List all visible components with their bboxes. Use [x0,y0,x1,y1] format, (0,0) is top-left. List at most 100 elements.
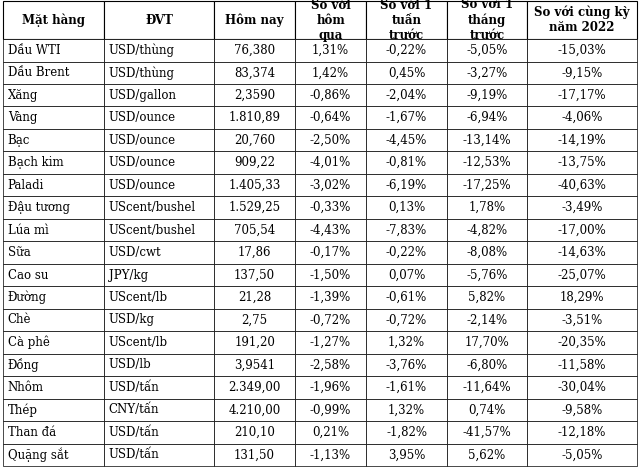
Bar [3,309,104,331]
Text: -5,05%: -5,05% [466,44,508,57]
Text: Bạch kim: Bạch kim [8,156,63,169]
Bar [104,444,214,466]
Text: 3,95%: 3,95% [388,448,425,461]
Bar [366,62,447,84]
Bar [366,219,447,241]
Bar [3,241,104,264]
Bar [104,197,214,219]
Text: 3,9541: 3,9541 [234,359,275,371]
Text: -1,50%: -1,50% [310,269,351,282]
Bar [104,129,214,151]
Text: CNY/tấn: CNY/tấn [109,403,159,417]
Text: -30,04%: -30,04% [557,381,606,394]
Text: USD/tấn: USD/tấn [109,448,159,461]
Bar [3,331,104,354]
Bar [3,219,104,241]
Text: -4,45%: -4,45% [386,134,428,147]
Bar [527,219,637,241]
Text: 0,45%: 0,45% [388,66,425,79]
Text: UScent/lb: UScent/lb [109,336,168,349]
Bar [214,219,295,241]
Text: -13,14%: -13,14% [463,134,511,147]
Text: 0,74%: 0,74% [468,403,506,417]
Text: -1,39%: -1,39% [310,291,351,304]
Text: -0,99%: -0,99% [310,403,351,417]
Text: Than đá: Than đá [8,426,56,439]
Bar [3,286,104,309]
Bar [3,421,104,444]
Bar [447,1,527,39]
Bar [214,421,295,444]
Text: -4,82%: -4,82% [467,224,508,237]
Bar [214,151,295,174]
Text: -1,96%: -1,96% [310,381,351,394]
Text: -9,19%: -9,19% [467,89,508,102]
Bar [447,331,527,354]
Text: USD/kg: USD/kg [109,313,154,326]
Bar [527,264,637,286]
Bar [3,39,104,62]
Bar [104,264,214,286]
Text: Dầu Brent: Dầu Brent [8,66,69,79]
Text: UScent/bushel: UScent/bushel [109,201,196,214]
Bar [104,331,214,354]
Bar [3,129,104,151]
Bar [295,331,366,354]
Text: -2,14%: -2,14% [467,313,508,326]
Bar [295,84,366,106]
Bar [447,264,527,286]
Text: -0,86%: -0,86% [310,89,351,102]
Text: -9,15%: -9,15% [561,66,603,79]
Text: -0,33%: -0,33% [310,201,351,214]
Bar [104,39,214,62]
Text: Dầu WTI: Dầu WTI [8,44,60,57]
Bar [3,354,104,376]
Text: Quặng sắt: Quặng sắt [8,447,68,462]
Text: -3,49%: -3,49% [561,201,603,214]
Text: Chè: Chè [8,313,31,326]
Bar [104,219,214,241]
Text: -6,94%: -6,94% [466,111,508,124]
Text: -8,08%: -8,08% [467,246,508,259]
Bar [366,309,447,331]
Bar [214,399,295,421]
Bar [295,399,366,421]
Bar [295,421,366,444]
Text: 1,32%: 1,32% [388,403,425,417]
Bar [3,1,104,39]
Text: 0,21%: 0,21% [312,426,349,439]
Text: -17,25%: -17,25% [463,179,511,191]
Bar [295,129,366,151]
Text: -12,53%: -12,53% [463,156,511,169]
Bar [447,84,527,106]
Text: 1.405,33: 1.405,33 [228,179,281,191]
Text: -20,35%: -20,35% [557,336,606,349]
Text: -9,58%: -9,58% [561,403,603,417]
Bar [447,376,527,399]
Bar [104,106,214,129]
Text: 137,50: 137,50 [234,269,275,282]
Bar [366,174,447,197]
Bar [527,62,637,84]
Text: 21,28: 21,28 [238,291,271,304]
Bar [527,129,637,151]
Bar [366,421,447,444]
Text: Hôm nay: Hôm nay [225,13,284,27]
Text: -7,83%: -7,83% [386,224,427,237]
Bar [214,376,295,399]
Text: 1,31%: 1,31% [312,44,349,57]
Text: 210,10: 210,10 [234,426,275,439]
Text: -41,57%: -41,57% [463,426,511,439]
Bar [3,84,104,106]
Text: -2,58%: -2,58% [310,359,351,371]
Bar [214,331,295,354]
Bar [295,39,366,62]
Text: USD/thùng: USD/thùng [109,43,175,57]
Text: 1,42%: 1,42% [312,66,349,79]
Text: -17,00%: -17,00% [557,224,606,237]
Text: -0,61%: -0,61% [386,291,427,304]
Bar [214,444,295,466]
Text: Mặt hàng: Mặt hàng [22,13,85,27]
Text: -2,50%: -2,50% [310,134,351,147]
Text: -13,75%: -13,75% [557,156,606,169]
